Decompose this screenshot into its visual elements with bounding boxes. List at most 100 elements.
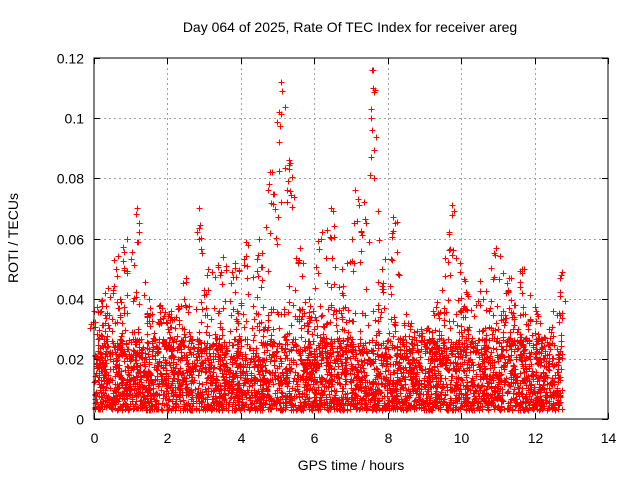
data-point xyxy=(194,229,201,236)
data-point xyxy=(328,400,335,407)
data-point xyxy=(413,399,420,406)
data-point xyxy=(541,363,548,370)
data-point xyxy=(161,343,168,350)
data-point xyxy=(237,337,244,344)
data-point xyxy=(116,305,123,312)
data-point-peak xyxy=(286,166,293,173)
data-point xyxy=(520,342,527,349)
data-point xyxy=(212,274,219,281)
x-tick-label: 2 xyxy=(164,430,172,446)
data-point xyxy=(314,402,321,409)
data-point xyxy=(285,309,292,316)
data-point xyxy=(217,324,224,331)
data-point xyxy=(440,401,447,408)
data-point xyxy=(402,364,409,371)
data-point xyxy=(440,384,447,391)
data-point-peak xyxy=(369,127,376,134)
data-point xyxy=(354,218,361,225)
data-point xyxy=(389,234,396,241)
data-point xyxy=(342,370,349,377)
data-point xyxy=(511,322,518,329)
data-point xyxy=(121,267,128,274)
data-point-peak xyxy=(276,139,283,146)
data-point xyxy=(286,299,293,306)
data-point xyxy=(366,356,373,363)
data-point xyxy=(260,333,267,340)
data-point xyxy=(343,378,350,385)
data-point xyxy=(449,373,456,380)
data-point xyxy=(167,362,174,369)
data-point xyxy=(365,397,372,404)
data-point xyxy=(375,353,382,360)
data-point xyxy=(251,332,258,339)
data-point xyxy=(432,383,439,390)
data-point xyxy=(391,369,398,376)
data-point xyxy=(129,398,136,405)
data-point xyxy=(114,357,121,364)
data-point xyxy=(282,165,289,172)
data-point xyxy=(249,325,256,332)
data-point xyxy=(442,255,449,262)
data-point xyxy=(261,326,268,333)
data-point xyxy=(244,389,251,396)
data-point xyxy=(548,379,555,386)
data-point xyxy=(219,332,226,339)
data-point xyxy=(255,252,262,259)
data-point xyxy=(528,361,535,368)
data-point xyxy=(537,373,544,380)
data-point xyxy=(189,407,196,414)
data-point xyxy=(345,347,352,354)
data-point-peak xyxy=(390,214,397,221)
data-point xyxy=(112,320,119,327)
y-tick-label: 0.08 xyxy=(57,171,84,187)
data-point xyxy=(353,351,360,358)
data-point xyxy=(469,338,476,345)
data-point xyxy=(286,330,293,337)
data-point xyxy=(445,367,452,374)
data-point xyxy=(278,199,285,206)
data-point xyxy=(464,395,471,402)
data-point xyxy=(507,335,514,342)
data-point xyxy=(528,381,535,388)
data-point xyxy=(446,247,453,254)
data-point xyxy=(457,269,464,276)
data-point xyxy=(336,284,343,291)
data-point xyxy=(167,384,174,391)
data-point xyxy=(522,336,529,343)
data-point xyxy=(352,310,359,317)
data-point xyxy=(363,286,370,293)
data-point xyxy=(513,377,520,384)
data-point xyxy=(206,364,213,371)
data-point xyxy=(205,266,212,273)
data-point xyxy=(274,119,281,126)
data-point xyxy=(547,389,554,396)
data-point xyxy=(381,305,388,312)
data-point xyxy=(389,389,396,396)
data-point xyxy=(178,340,185,347)
data-point xyxy=(517,380,524,387)
data-point xyxy=(464,365,471,372)
data-point xyxy=(463,374,470,381)
data-point xyxy=(114,299,121,306)
data-point xyxy=(340,396,347,403)
data-point xyxy=(144,313,151,320)
data-point xyxy=(396,272,403,279)
data-point xyxy=(417,354,424,361)
data-point xyxy=(124,363,131,370)
data-point xyxy=(188,380,195,387)
data-point xyxy=(323,384,330,391)
data-point xyxy=(382,256,389,263)
data-point xyxy=(438,391,445,398)
data-point xyxy=(279,88,286,95)
data-point xyxy=(243,318,250,325)
data-point xyxy=(339,347,346,354)
data-point xyxy=(105,372,112,379)
data-point xyxy=(525,385,532,392)
data-point xyxy=(147,312,154,319)
data-point xyxy=(392,361,399,368)
y-tick-label: 0.04 xyxy=(57,292,84,308)
data-point xyxy=(511,386,518,393)
data-point xyxy=(228,312,235,319)
x-tick-label: 6 xyxy=(311,430,319,446)
data-point xyxy=(479,352,486,359)
